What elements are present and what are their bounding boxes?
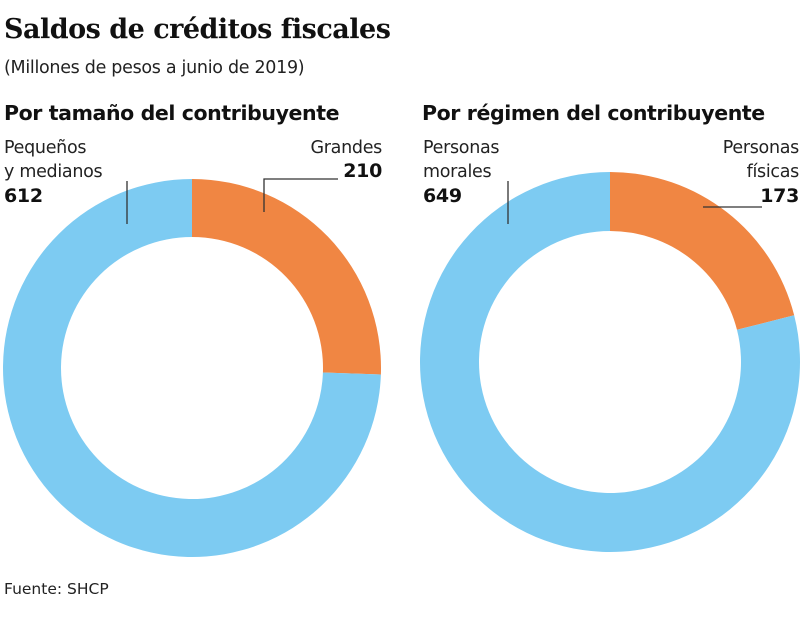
value-pequenos: 612 [4, 185, 43, 207]
label-fisicas-line2: físicas [746, 162, 800, 182]
label-pequenos-line2: y medianos [4, 162, 103, 182]
leader-line-grandes [263, 178, 338, 212]
slice-personas-fisicas [610, 172, 795, 330]
slice-pequenos-y-medianos [2, 179, 381, 557]
source-note: Fuente: SHCP [4, 580, 109, 598]
right-chart-title: Por régimen del contribuyente [422, 101, 765, 125]
donut-left [2, 179, 381, 557]
slice-grandes [192, 179, 381, 375]
value-fisicas: 173 [760, 185, 799, 207]
value-grandes: 210 [343, 160, 382, 182]
label-morales-line2: morales [423, 162, 492, 182]
chart-title: Saldos de créditos fiscales [4, 14, 391, 45]
left-chart-title: Por tamaño del contribuyente [4, 101, 340, 125]
label-pequenos-line1: Pequeños [4, 138, 87, 158]
slice-personas-morales [420, 172, 800, 552]
label-fisicas-line1: Personas [722, 138, 800, 158]
label-morales-line1: Personas [423, 138, 500, 158]
value-morales: 649 [423, 185, 462, 207]
donut-right [420, 172, 800, 552]
chart-subtitle: (Millones de pesos a junio de 2019) [4, 58, 305, 78]
label-grandes: Grandes [310, 138, 383, 158]
